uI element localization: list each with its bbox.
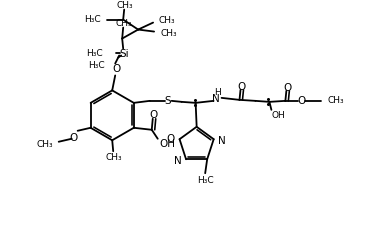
Text: CH₃: CH₃ <box>116 19 132 28</box>
Text: O: O <box>237 81 246 91</box>
Text: CH₃: CH₃ <box>117 1 134 10</box>
Text: CH₃: CH₃ <box>106 152 122 161</box>
Text: OH: OH <box>272 111 285 120</box>
Text: Si: Si <box>119 49 129 59</box>
Text: O: O <box>112 64 120 74</box>
Text: H₃C: H₃C <box>197 175 214 184</box>
Text: CH₃: CH₃ <box>36 140 53 149</box>
Text: O: O <box>297 95 305 105</box>
Text: H₃C: H₃C <box>84 15 101 24</box>
Text: O: O <box>283 83 292 92</box>
Text: OH: OH <box>160 138 176 148</box>
Text: CH₃: CH₃ <box>158 16 175 25</box>
Text: O: O <box>150 109 158 119</box>
Text: CH₃: CH₃ <box>327 96 344 105</box>
Text: N: N <box>218 136 225 146</box>
Text: H: H <box>214 88 221 97</box>
Text: O: O <box>166 134 174 143</box>
Text: H₃C: H₃C <box>87 49 103 58</box>
Text: N: N <box>212 94 219 104</box>
Text: O: O <box>70 132 78 142</box>
Text: H₃C: H₃C <box>89 61 105 70</box>
Text: S: S <box>164 95 171 105</box>
Text: N: N <box>174 155 182 165</box>
Text: CH₃: CH₃ <box>160 29 177 38</box>
